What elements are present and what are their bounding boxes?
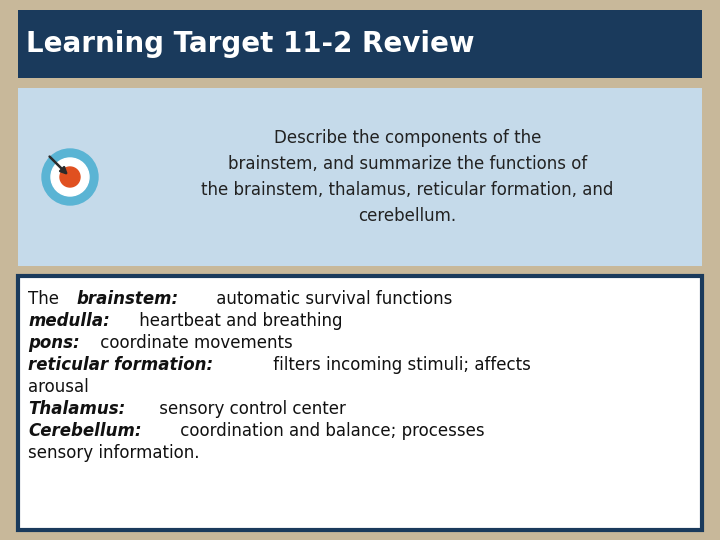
- Text: coordination and balance; processes: coordination and balance; processes: [176, 422, 485, 440]
- Text: reticular formation:: reticular formation:: [28, 356, 213, 374]
- Text: Learning Target 11-2 Review: Learning Target 11-2 Review: [26, 30, 474, 58]
- Text: Thalamus:: Thalamus:: [28, 400, 125, 418]
- Text: filters incoming stimuli; affects: filters incoming stimuli; affects: [269, 356, 531, 374]
- Text: Cerebellum:: Cerebellum:: [28, 422, 142, 440]
- Text: sensory information.: sensory information.: [28, 444, 199, 462]
- Text: Describe the components of the
brainstem, and summarize the functions of
the bra: Describe the components of the brainstem…: [202, 130, 613, 225]
- Circle shape: [42, 149, 98, 205]
- Text: coordinate movements: coordinate movements: [95, 334, 293, 352]
- FancyBboxPatch shape: [18, 10, 702, 78]
- Text: brainstem:: brainstem:: [77, 290, 179, 308]
- Circle shape: [60, 167, 80, 187]
- Text: sensory control center: sensory control center: [154, 400, 346, 418]
- Text: medulla:: medulla:: [28, 312, 109, 330]
- Text: heartbeat and breathing: heartbeat and breathing: [134, 312, 343, 330]
- Text: arousal: arousal: [28, 378, 89, 396]
- Circle shape: [51, 158, 89, 196]
- Text: automatic survival functions: automatic survival functions: [210, 290, 452, 308]
- Text: The: The: [28, 290, 64, 308]
- Text: pons:: pons:: [28, 334, 80, 352]
- FancyBboxPatch shape: [18, 88, 702, 266]
- FancyBboxPatch shape: [18, 276, 702, 530]
